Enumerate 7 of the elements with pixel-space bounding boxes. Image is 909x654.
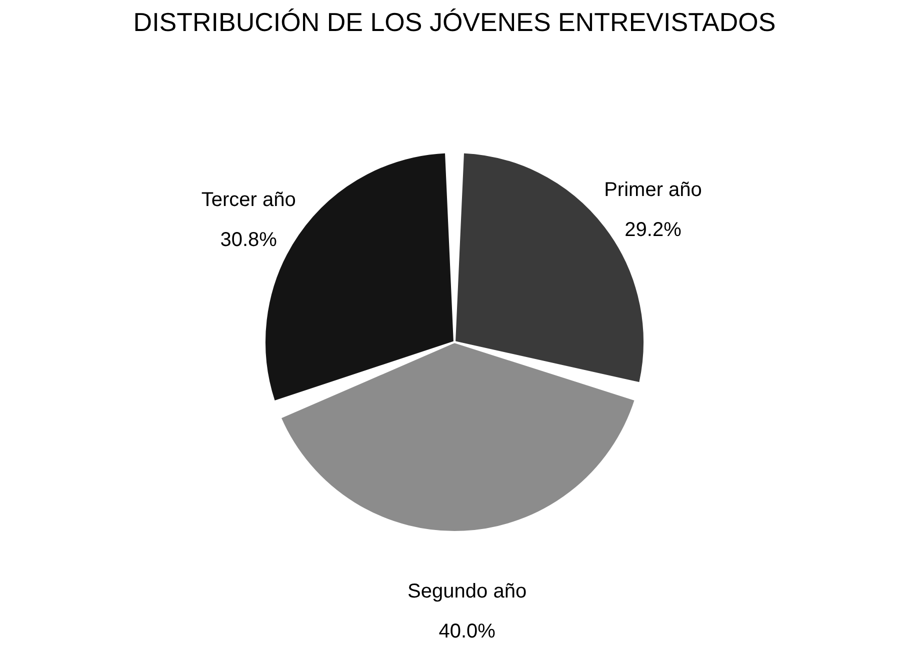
data-label: 30.8%: [220, 229, 278, 252]
slice-label: Segundo año: [408, 580, 527, 603]
chart-title: DISTRIBUCIÓN DE LOS JÓVENES ENTREVISTADOS: [133, 7, 776, 37]
slice-label: Primer año: [604, 179, 702, 202]
slice-label: Tercer año: [201, 189, 296, 212]
data-label: 29.2%: [624, 219, 682, 242]
data-label: 40.0%: [438, 620, 496, 643]
